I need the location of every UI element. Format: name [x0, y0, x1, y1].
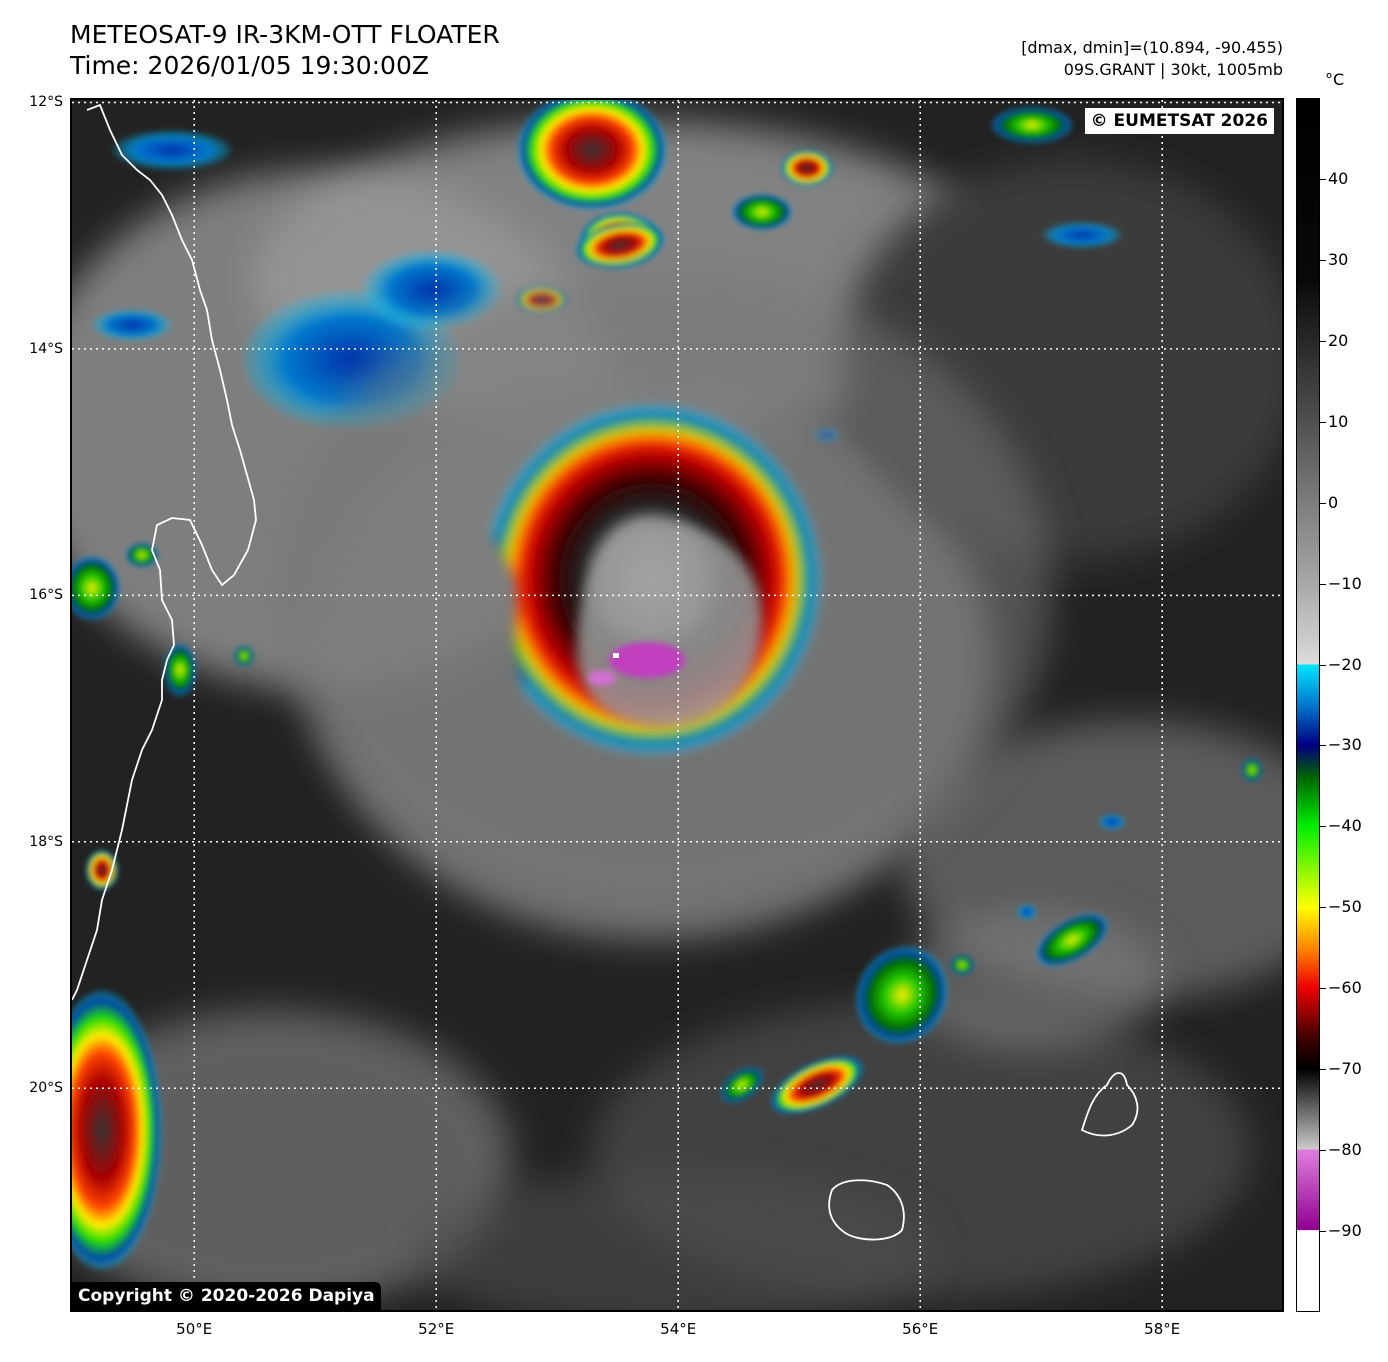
- lon-label: 52°E: [418, 1320, 455, 1338]
- dapiya-copyright-badge: Copyright © 2020-2026 Dapiya: [72, 1282, 381, 1310]
- colorbar-tick: [1320, 826, 1326, 828]
- colorbar-tick: [1320, 745, 1326, 747]
- colorbar-tick-label: 0: [1328, 492, 1339, 512]
- colorbar-tick-label: 30: [1328, 249, 1349, 269]
- lat-label: 18°S: [29, 833, 63, 850]
- colorbar-tick: [1320, 502, 1326, 504]
- colorbar-tick-label: −10: [1328, 573, 1362, 593]
- eumetsat-copyright-badge: © EUMETSAT 2026: [1084, 108, 1274, 134]
- colorbar-tick: [1320, 1150, 1326, 1152]
- lat-label: 12°S: [29, 94, 63, 111]
- lon-label: 54°E: [660, 1320, 697, 1338]
- chart-time: Time: 2026/01/05 19:30:00Z: [70, 51, 429, 80]
- lat-label: 14°S: [29, 340, 63, 357]
- colorbar-tick: [1320, 259, 1326, 261]
- colorbar-tick-label: −60: [1328, 978, 1362, 998]
- colorbar-tick: [1320, 907, 1326, 909]
- lon-label: 58°E: [1144, 1320, 1181, 1338]
- colorbar-tick: [1320, 421, 1326, 423]
- colorbar-tick-label: −20: [1328, 654, 1362, 674]
- colorbar-tick: [1320, 1231, 1326, 1233]
- mauritius-coast: [1080, 1072, 1139, 1137]
- lat-lon-grid: [72, 100, 1282, 1310]
- madagascar-coast: [72, 103, 257, 1001]
- satellite-map: © EUMETSAT 2026 Copyright © 2020-2026 Da…: [70, 98, 1284, 1312]
- colorbar-tick-label: −30: [1328, 735, 1362, 755]
- colorbar-tick: [1320, 178, 1326, 180]
- temperature-colorbar: [1296, 98, 1320, 1312]
- reunion-coast: [828, 1179, 905, 1241]
- colorbar-tick-label: −90: [1328, 1221, 1362, 1241]
- colorbar-tick-label: 40: [1328, 168, 1349, 188]
- colorbar-unit: °C: [1325, 70, 1345, 89]
- colorbar-tick-label: −50: [1328, 897, 1362, 917]
- lat-label: 16°S: [29, 587, 63, 604]
- colorbar-tick: [1320, 583, 1326, 585]
- colorbar-tick-label: −40: [1328, 816, 1362, 836]
- convection-cells: [72, 100, 1262, 1270]
- colorbar-tick: [1320, 1069, 1326, 1071]
- colorbar-tick-label: 20: [1328, 330, 1349, 350]
- chart-title: METEOSAT-9 IR-3KM-OTT FLOATER: [70, 20, 500, 49]
- data-range-info: [dmax, dmin]=(10.894, -90.455): [1021, 38, 1283, 57]
- colorbar-tick-label: 10: [1328, 411, 1349, 431]
- lon-label: 50°E: [176, 1320, 213, 1338]
- lon-label: 56°E: [902, 1320, 939, 1338]
- ir-imagery: [72, 100, 1282, 1310]
- storm-info: 09S.GRANT | 30kt, 1005mb: [1063, 60, 1283, 79]
- colorbar-tick-label: −70: [1328, 1059, 1362, 1079]
- cyclone-cloud-shield: [272, 270, 1052, 910]
- colorbar-tick: [1320, 340, 1326, 342]
- colorbar-tick-label: −80: [1328, 1140, 1362, 1160]
- coastlines: [72, 103, 1139, 1241]
- lat-label: 20°S: [29, 1080, 63, 1097]
- colorbar-tick: [1320, 664, 1326, 666]
- colorbar-tick: [1320, 988, 1326, 990]
